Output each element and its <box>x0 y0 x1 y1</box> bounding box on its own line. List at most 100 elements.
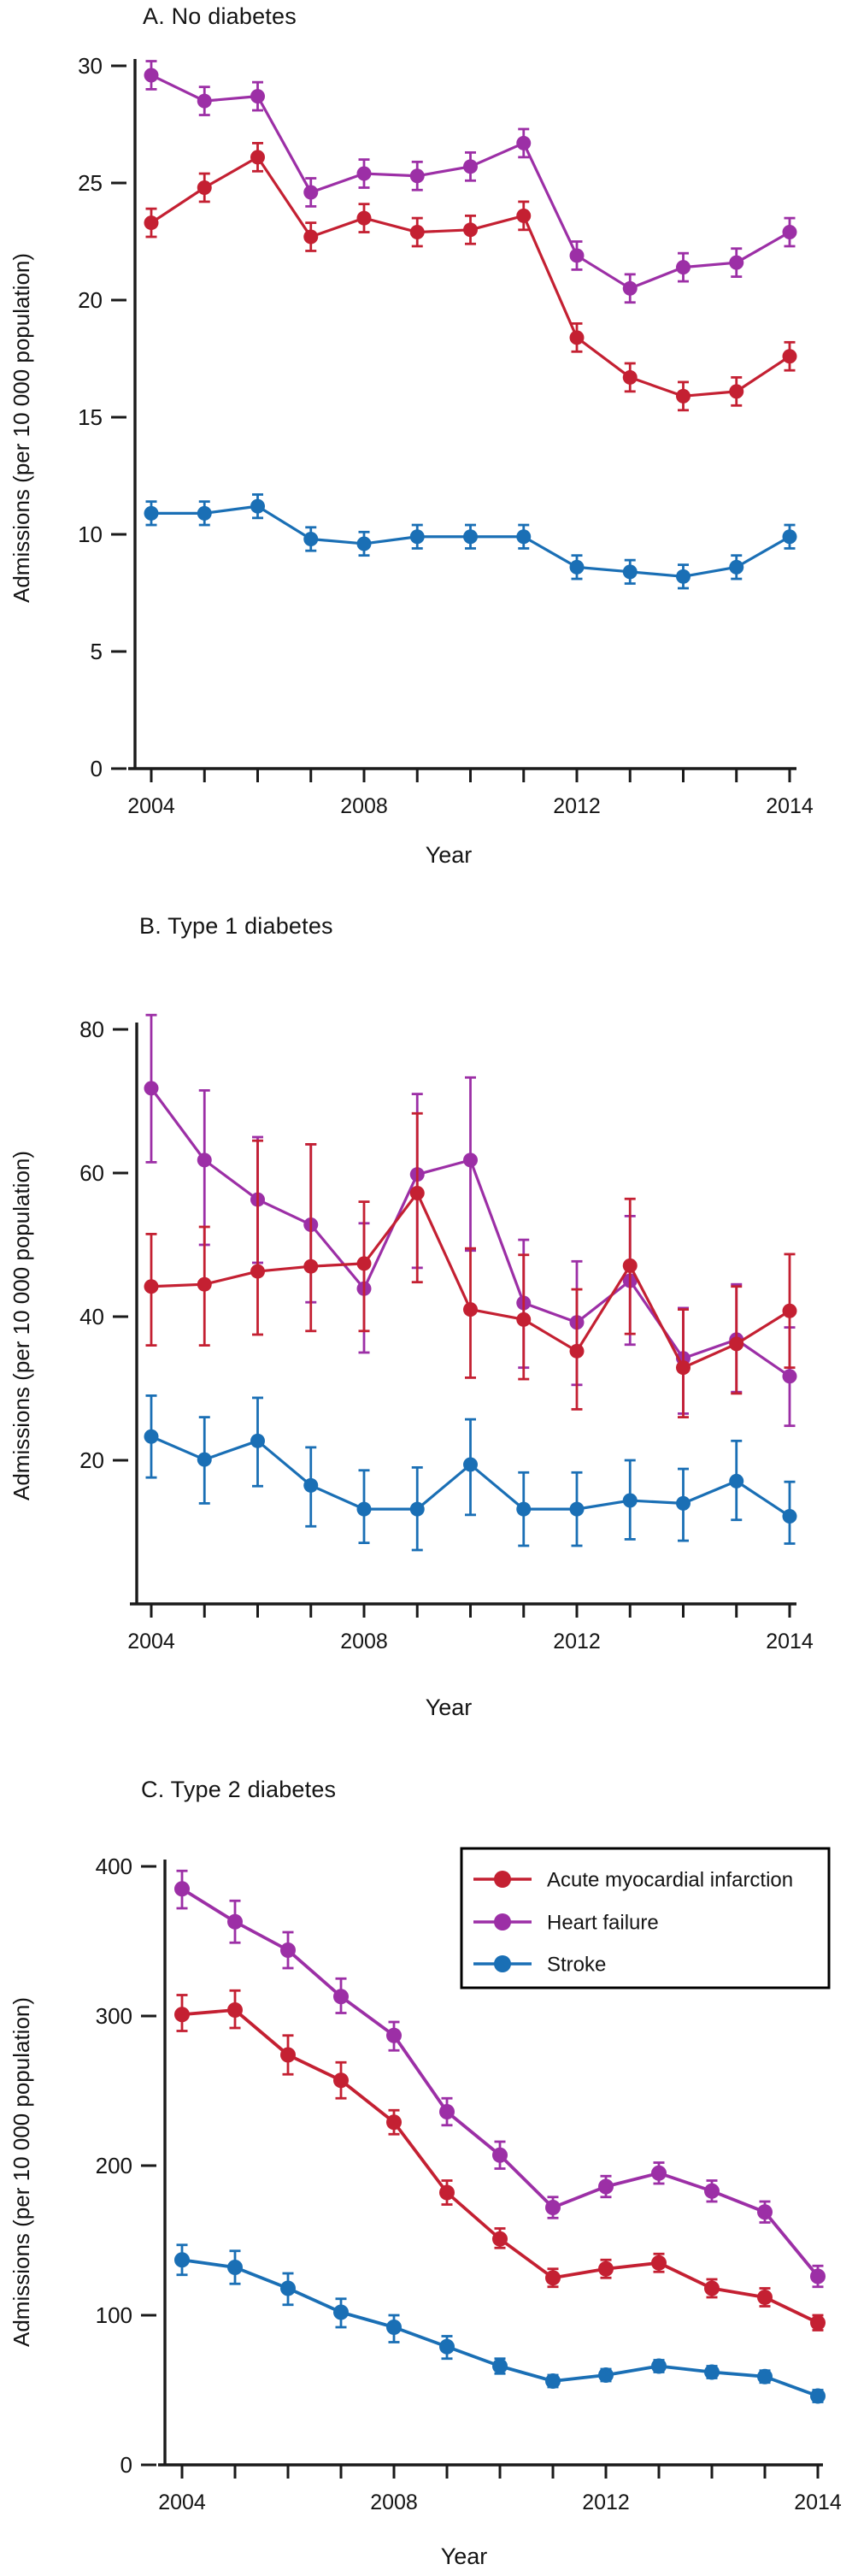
panel-c-title: C. Type 2 diabetes <box>141 1777 337 1802</box>
data-point-ami <box>174 2007 190 2023</box>
data-point-ami <box>280 2047 296 2063</box>
data-point-hf <box>409 168 425 184</box>
data-point-stroke_series <box>250 498 265 514</box>
data-point-ami <box>409 225 425 240</box>
data-point-hf <box>227 1913 243 1930</box>
data-point-hf <box>303 185 319 200</box>
data-point-ami <box>492 2231 508 2247</box>
data-point-stroke_series <box>463 1457 478 1472</box>
y-tick-label: 100 <box>96 2302 132 2328</box>
data-point-stroke_series <box>704 2364 720 2380</box>
data-point-hf <box>704 2183 720 2199</box>
data-point-stroke_series <box>782 1509 797 1524</box>
data-point-ami <box>651 2255 667 2271</box>
data-point-ami <box>333 2072 349 2089</box>
data-point-stroke_series <box>144 1429 159 1444</box>
x-tick-label: 2004 <box>127 1630 175 1653</box>
x-tick-label: 2008 <box>340 794 388 818</box>
x-tick-label: 2012 <box>553 1630 601 1653</box>
data-point-hf <box>144 1081 159 1096</box>
data-point-ami <box>439 2184 455 2201</box>
data-point-stroke_series <box>651 2358 667 2374</box>
data-point-stroke_series <box>250 1433 265 1448</box>
panel-type2-diabetes: C. Type 2 diabetes Admissions (per 10 00… <box>0 1744 858 2576</box>
data-point-stroke_series <box>782 529 797 545</box>
data-point-ami <box>569 1343 585 1359</box>
data-point-stroke_series <box>197 1452 212 1467</box>
data-point-hf <box>333 1989 349 2005</box>
panel-a-x-axis-label: Year <box>425 842 473 868</box>
data-point-ami <box>227 2002 243 2018</box>
y-tick-label: 300 <box>96 2003 132 2029</box>
data-point-stroke_series <box>810 2388 826 2404</box>
data-point-hf <box>250 89 265 104</box>
x-tick-label: 2012 <box>582 2491 630 2514</box>
data-point-stroke_series <box>516 529 532 545</box>
data-point-stroke_series <box>757 2368 773 2384</box>
legend-marker-hf <box>494 1913 511 1931</box>
data-point-ami <box>598 2261 614 2277</box>
data-point-ami <box>757 2290 773 2305</box>
data-point-hf <box>651 2165 667 2181</box>
data-point-hf <box>174 1881 190 1897</box>
data-point-ami <box>622 1258 638 1273</box>
data-point-hf <box>280 1942 296 1958</box>
data-point-stroke_series <box>386 2320 402 2335</box>
data-point-ami <box>409 1186 425 1201</box>
y-tick-label: 40 <box>79 1304 104 1329</box>
x-tick-label: 2004 <box>158 2491 206 2514</box>
data-point-hf <box>197 93 212 109</box>
y-tick-label: 20 <box>79 1447 104 1473</box>
data-point-ami <box>463 222 478 238</box>
data-point-hf <box>569 248 585 263</box>
chart-type1-diabetes: 20 40 60 80 2004 2008 2012 2014 <box>79 1013 814 1653</box>
data-point-ami <box>622 369 638 385</box>
data-point-ami <box>676 1360 691 1376</box>
y-tick-label: 0 <box>120 2452 132 2478</box>
data-point-ami <box>569 330 585 345</box>
x-tick-label: 2014 <box>766 1630 814 1653</box>
data-point-ami <box>729 1336 744 1352</box>
data-point-hf <box>598 2178 614 2195</box>
data-point-stroke_series <box>676 1495 691 1511</box>
data-point-ami <box>810 2314 826 2331</box>
y-tick-label: 15 <box>78 404 103 430</box>
y-tick-label: 30 <box>78 53 103 79</box>
data-point-ami <box>729 384 744 399</box>
data-point-ami <box>782 349 797 364</box>
x-tick-label: 2004 <box>127 794 175 818</box>
panel-type1-diabetes: B. Type 1 diabetes Admissions (per 10 00… <box>0 889 858 1744</box>
data-point-hf <box>676 260 691 275</box>
data-point-ami <box>303 1259 319 1274</box>
data-point-ami <box>197 180 212 195</box>
data-point-ami <box>303 229 319 245</box>
data-point-ami <box>144 215 159 231</box>
data-point-hf <box>516 135 532 150</box>
data-point-hf <box>622 280 638 296</box>
y-tick-label: 0 <box>91 756 103 781</box>
data-point-stroke_series <box>409 529 425 545</box>
legend-marker-stroke_series <box>494 1955 511 1972</box>
data-point-ami <box>704 2280 720 2296</box>
data-point-ami <box>144 1279 159 1294</box>
data-point-hf <box>463 159 478 174</box>
data-point-stroke_series <box>463 529 478 545</box>
panel-b-title: B. Type 1 diabetes <box>139 913 333 939</box>
x-tick-label: 2014 <box>794 2491 842 2514</box>
data-point-ami <box>516 1312 532 1327</box>
data-point-stroke_series <box>729 1473 744 1488</box>
x-tick-label: 2008 <box>370 2491 418 2514</box>
legend-label: Acute myocardial infarction <box>547 1869 793 1892</box>
x-tick-label: 2014 <box>766 794 814 818</box>
data-point-stroke_series <box>280 2280 296 2296</box>
legend-marker-ami <box>494 1871 511 1888</box>
y-tick-label: 20 <box>78 287 103 313</box>
data-point-ami <box>250 1264 265 1279</box>
data-point-stroke_series <box>197 505 212 521</box>
legend-label: Stroke <box>547 1954 606 1977</box>
data-point-hf <box>144 68 159 83</box>
data-point-stroke_series <box>492 2358 508 2374</box>
data-point-hf <box>386 2027 402 2043</box>
data-point-stroke_series <box>676 569 691 584</box>
panel-b-x-axis-label: Year <box>425 1695 473 1720</box>
